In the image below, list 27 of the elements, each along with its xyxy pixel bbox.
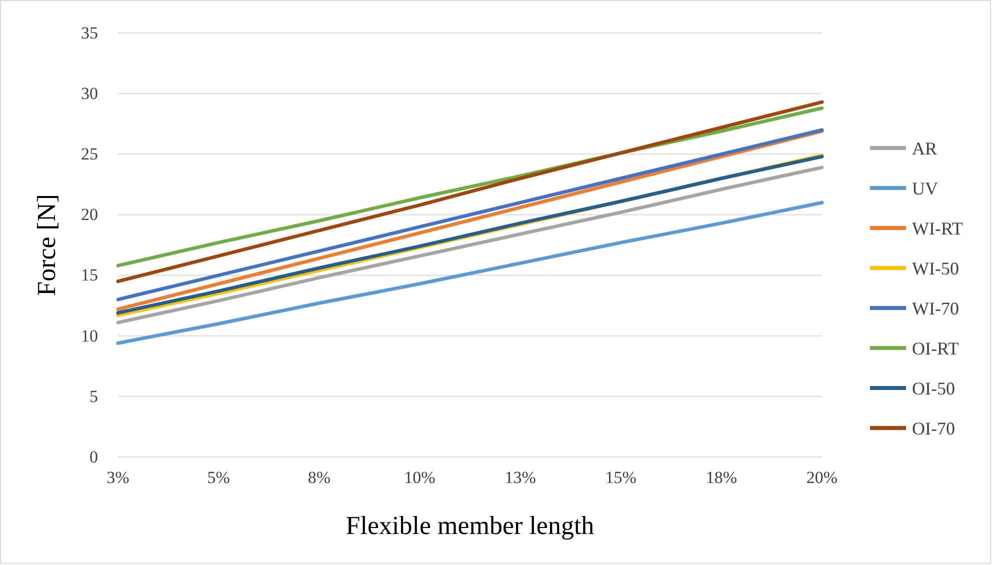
legend-label: WI-70 — [912, 298, 959, 318]
y-tick-label: 0 — [90, 447, 98, 466]
x-tick-label: 10% — [404, 468, 436, 488]
legend-label: OI-50 — [912, 378, 955, 398]
y-tick-label: 25 — [81, 144, 98, 164]
legend-label: UV — [912, 178, 938, 198]
y-tick-label: 15 — [81, 266, 98, 285]
legend-label: AR — [912, 138, 938, 158]
legend-label: WI-50 — [912, 258, 959, 278]
y-axis-title: Force [N] — [32, 194, 61, 296]
x-tick-label: 8% — [308, 468, 330, 488]
y-tick-label: 10 — [81, 326, 98, 346]
legend-label: OI-RT — [912, 338, 959, 358]
y-tick-label: 30 — [81, 84, 98, 104]
legend-label: OI-70 — [912, 418, 955, 438]
line-series — [116, 200, 824, 345]
y-tick-label: 5 — [90, 386, 98, 406]
x-tick-label: 20% — [806, 468, 838, 488]
x-axis-title: Flexible member length — [346, 511, 594, 540]
x-tick-label: 5% — [207, 468, 230, 488]
x-tick-label: 3% — [106, 468, 130, 488]
x-tick-label: 15% — [605, 468, 636, 488]
x-tick-label: 13% — [504, 468, 536, 488]
y-tick-label: 35 — [81, 23, 98, 42]
x-tick-label: 18% — [706, 468, 738, 488]
y-tick-label: 20 — [81, 205, 98, 224]
legend-label: WI-RT — [912, 218, 963, 238]
